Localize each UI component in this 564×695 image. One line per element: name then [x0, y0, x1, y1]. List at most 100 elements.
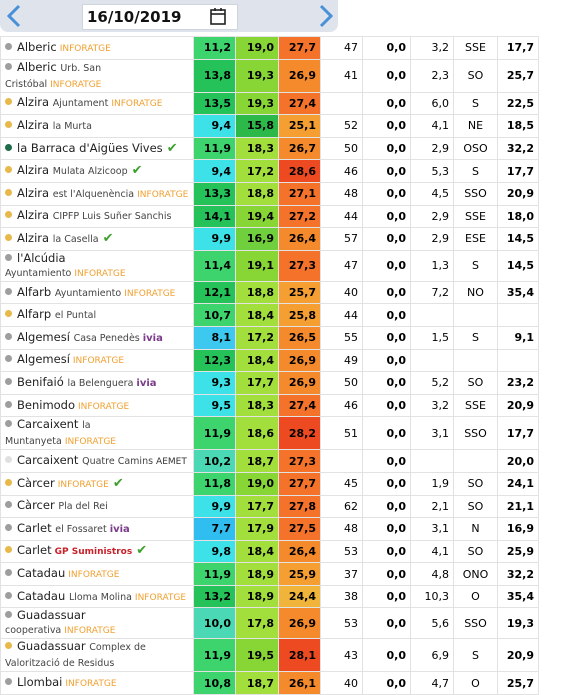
cell: 27,2	[278, 204, 321, 229]
status-dot	[5, 144, 12, 152]
cell: 48	[320, 181, 363, 206]
date-field[interactable]: 16/10/2019	[82, 4, 238, 30]
source-tag: ivia	[136, 377, 157, 389]
cell: ESE	[453, 227, 498, 251]
cell: 28,2	[278, 416, 321, 451]
station-row[interactable]: Benifaió la Belenguera ivia 9,3 17,7 26,9 50 0…	[0, 371, 539, 395]
cell: 45	[320, 471, 363, 496]
cell: O	[453, 671, 498, 695]
toolbar: 16/10/2019	[0, 0, 564, 36]
station-row[interactable]: Catadau Lloma Molina INFORATGE 13,2 18,9 24,…	[0, 584, 539, 609]
station-row[interactable]: Càrcer Pla del Rei 9,9 17,7 27,8 62 0,0 2,1 SO 2…	[0, 494, 539, 519]
cell: 20,9	[497, 393, 539, 418]
station-row[interactable]: Alzira Ajuntament INFORATGE 13,5 19,3 27,4 0,…	[0, 91, 539, 116]
station-row[interactable]: Alfarb Ayuntamiento INFORATGE 12,1 18,8 25,7…	[0, 280, 539, 305]
next-day[interactable]	[318, 4, 334, 28]
station-row[interactable]: Alfarp el Puntal 10,7 18,4 25,8 44 0,0	[0, 303, 539, 327]
station-row[interactable]: Alzira est l'Alquenència INFORATGE 13,3 18,…	[0, 181, 539, 206]
cell: 0,0	[362, 517, 411, 541]
cell: 17,2	[235, 325, 279, 350]
cell: 13,3	[193, 181, 236, 206]
station-name: Carlet GP Suministros ✔	[0, 539, 194, 564]
cell: 18,4	[235, 303, 279, 327]
cell: S	[453, 249, 498, 282]
station-row[interactable]: Càrcer INFORATGE ✔ 11,8 19,0 27,7 45 0,0 1,9 SO 24…	[0, 471, 539, 496]
cell: 19,3	[235, 58, 279, 93]
cell: 26,9	[278, 371, 321, 395]
status-dot	[5, 569, 12, 577]
station-name: Carcaixent Quatre Camins AEMET	[0, 449, 194, 473]
cell: 9,9	[193, 227, 236, 251]
cell: 14,5	[497, 249, 539, 282]
cell: 44	[320, 303, 363, 327]
station-row[interactable]: Carlet GP Suministros ✔ 9,8 18,4 26,4 53 0,0 4,1…	[0, 539, 539, 564]
station-row[interactable]: Alzira la Casella ✔ 9,9 16,9 26,4 57 0,0 2,9 ESE…	[0, 227, 539, 251]
cell: 0,0	[362, 671, 411, 695]
station-row[interactable]: Alzira CIPFP Luis Suñer Sanchis 14,1 19,4 2…	[0, 204, 539, 229]
station-row[interactable]: Alzira la Murta 9,4 15,8 25,1 52 0,0 4,1 NE 18,5	[0, 114, 539, 138]
cell: 4,8	[410, 562, 454, 586]
cell: 13,8	[193, 58, 236, 93]
station-row[interactable]: Alberic Urb. San Cristóbal INFORATGE 13,8 1…	[0, 58, 539, 93]
check-icon: ✔	[131, 163, 143, 179]
station-row[interactable]: Algemesí Casa Penedès ivia 8,1 17,2 26,5 55 0,…	[0, 325, 539, 350]
station-name: Alfarb Ayuntamiento INFORATGE	[0, 280, 194, 305]
subname: Lloma Molina	[68, 591, 132, 603]
source-tag: INFORATGE	[124, 288, 176, 299]
station-name: Llombai INFORATGE	[0, 671, 194, 695]
station-name: Alzira la Casella ✔	[0, 227, 194, 251]
cell: 17,7	[497, 36, 539, 60]
cell: 27,4	[278, 91, 321, 116]
cell: 11,4	[193, 249, 236, 282]
source-tag: INFORATGE	[74, 268, 126, 279]
cell: 11,9	[193, 136, 236, 161]
station-row[interactable]: la Barraca d'Aigües Vives ✔ 11,9 18,3 26,7 50…	[0, 136, 539, 161]
subname: Quatre Camins	[82, 456, 154, 468]
cell: 17,2	[235, 159, 279, 183]
cell: 57	[320, 227, 363, 251]
station-row[interactable]: Llombai INFORATGE 10,8 18,7 26,1 40 0,0 4,7 O 25,…	[0, 671, 539, 695]
cell: 44	[320, 204, 363, 229]
subname: Ayuntamiento	[5, 267, 72, 279]
station-name: Alzira est l'Alquenència INFORATGE	[0, 181, 194, 206]
cell: SO	[453, 58, 498, 93]
cell	[410, 348, 454, 373]
check-icon: ✔	[102, 230, 114, 246]
source-tag: INFORATGE	[64, 626, 116, 637]
cell: 16,9	[497, 517, 539, 541]
cell: 0,0	[362, 562, 411, 586]
source-tag: INFORATGE	[50, 79, 102, 90]
cell: 0,0	[362, 584, 411, 609]
station-row[interactable]: Carlet el Fossaret ivia 7,7 17,9 27,5 48 0,0 3,…	[0, 517, 539, 541]
station-row[interactable]: Alberic INFORATGE 11,2 19,0 27,7 47 0,0 3,2 SSE 1…	[0, 36, 539, 60]
subname: CIPFP Luis Suñer Sanchis	[52, 211, 172, 223]
station-row[interactable]: Guadassuar Complex de Valorització de Re…	[0, 638, 539, 673]
date-picker: 16/10/2019	[0, 0, 338, 32]
status-dot	[5, 253, 12, 261]
cell: 0,0	[362, 159, 411, 183]
cell: 18,8	[235, 280, 279, 305]
source-tag: INFORATGE	[72, 356, 125, 367]
calendar-icon[interactable]	[210, 7, 226, 25]
station-row[interactable]: Catadau INFORATGE 11,9 18,9 25,9 37 0,0 4,8 ONO 3…	[0, 562, 539, 586]
station-row[interactable]: Alzira Mulata Alzicoop ✔ 9,4 17,2 28,6 46 0,0 5…	[0, 159, 539, 183]
cell: 5,3	[410, 159, 454, 183]
status-dot	[5, 310, 12, 318]
station-row[interactable]: Guadassuar cooperativa INFORATGE 10,0 17,8 2…	[0, 607, 539, 640]
cell: 52	[320, 114, 363, 138]
station-row[interactable]: Algemesí INFORATGE 12,3 18,4 26,9 49 0,0	[0, 348, 539, 373]
cell: 26,9	[278, 348, 321, 373]
station-row[interactable]: Carcaixent Quatre Camins AEMET 10,2 18,7 27,…	[0, 449, 539, 473]
cell: 1,5	[410, 325, 454, 350]
cell: SSE	[453, 36, 498, 60]
cell: 10,2	[193, 449, 236, 473]
station-row[interactable]: Carcaixent la Muntanyeta INFORATGE 11,9 18,…	[0, 416, 539, 451]
cell: 4,1	[410, 114, 454, 138]
cell	[497, 303, 539, 327]
cell: SSO	[453, 181, 498, 206]
cell: 4,5	[410, 181, 454, 206]
status-dot	[5, 332, 12, 340]
station-row[interactable]: Benimodo INFORATGE 9,5 18,3 27,4 46 0,0 3,2 SSE 2…	[0, 393, 539, 418]
prev-day[interactable]	[6, 4, 22, 28]
station-row[interactable]: l'Alcúdia Ayuntamiento INFORATGE 11,4 19,1 2…	[0, 249, 539, 282]
